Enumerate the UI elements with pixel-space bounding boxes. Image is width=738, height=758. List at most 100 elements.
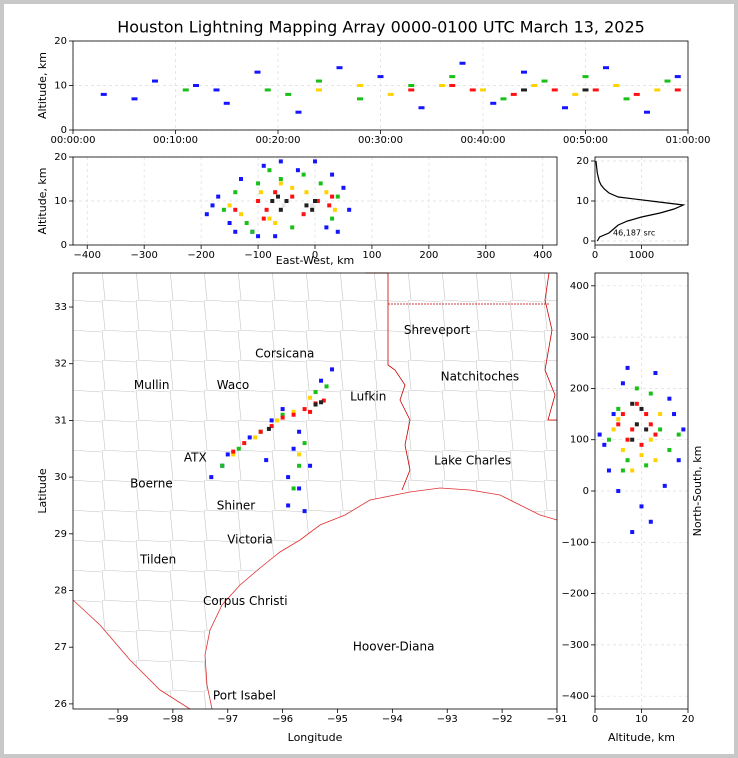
y-axis-label: Altitude, km	[36, 167, 49, 234]
x-tick-label: 100	[362, 250, 381, 261]
panel-border	[594, 272, 689, 710]
lightning-source	[648, 519, 653, 524]
lightning-source	[280, 415, 285, 420]
y-tick-label: 0	[583, 236, 589, 247]
lightning-source	[639, 453, 644, 458]
lightning-source	[676, 432, 681, 437]
lightning-source	[275, 194, 280, 199]
lightning-source	[357, 97, 363, 101]
lightning-source	[100, 92, 107, 96]
lightning-source	[648, 437, 653, 442]
y-tick-label: 0	[61, 240, 67, 251]
city-label: Port Isabel	[213, 688, 276, 702]
lightning-source	[286, 503, 291, 508]
y-axis-label: North-South, km	[691, 446, 704, 537]
y-tick-label: 10	[54, 196, 67, 207]
lightning-source	[324, 190, 329, 195]
lightning-source	[648, 391, 653, 396]
lightning-source	[603, 66, 609, 70]
lightning-source	[256, 181, 261, 186]
lightning-source	[639, 442, 644, 447]
panel-border	[72, 156, 558, 246]
lightning-source	[324, 384, 329, 389]
lightning-source	[308, 409, 313, 414]
lightning-source	[270, 199, 275, 203]
lightning-source	[620, 447, 625, 452]
lightning-source	[318, 181, 323, 186]
x-tick-label: 10	[635, 714, 648, 725]
x-tick-label: −400	[74, 250, 101, 261]
lightning-source	[676, 458, 681, 463]
y-tick-label: 400	[570, 281, 589, 292]
lightning-source	[227, 221, 232, 225]
city-label: Corpus Christi	[203, 594, 288, 608]
lightning-source	[275, 418, 280, 423]
x-tick-label: −98	[162, 714, 183, 725]
y-tick-label: 0	[61, 125, 67, 136]
lightning-source	[273, 221, 278, 225]
lightning-source	[606, 437, 611, 442]
lightning-source	[357, 84, 363, 87]
lightning-source	[267, 216, 272, 221]
x-tick-label: 01:00:00	[666, 135, 711, 146]
lightning-source	[387, 92, 394, 96]
lightning-source	[295, 168, 300, 173]
panel: −99 −98 −97 −96 −95 −94 −93 −92 −91 26 27 28 29 30 31 3…	[36, 272, 568, 744]
lightning-source	[301, 212, 306, 217]
lightning-source	[658, 427, 663, 432]
lightning-source	[269, 418, 274, 423]
lightning-source	[256, 199, 261, 203]
lightning-source	[630, 468, 635, 473]
lightning-source	[633, 92, 640, 96]
lightning-source	[216, 194, 221, 199]
lightning-source	[449, 75, 456, 79]
lightning-source	[616, 406, 621, 411]
lightning-source	[182, 88, 189, 92]
lightning-source	[238, 212, 243, 217]
lightning-source	[231, 449, 236, 454]
lightning-source	[630, 427, 635, 432]
lightning-source	[551, 88, 558, 92]
lightning-source	[316, 79, 322, 83]
lightning-source	[639, 504, 644, 509]
lightning-source	[667, 447, 672, 452]
x-axis-label: Longitude	[288, 731, 343, 744]
lightning-source	[531, 84, 538, 87]
lightning-source	[335, 194, 340, 199]
lightning-source	[233, 207, 238, 212]
lightning-source	[313, 199, 317, 203]
lightning-source	[267, 168, 272, 173]
lightning-source	[572, 92, 579, 96]
city-label: Lufkin	[350, 390, 386, 404]
lightning-source	[602, 442, 607, 447]
city-label: Hoover-Diana	[353, 640, 435, 654]
lightning-source	[301, 172, 306, 177]
lightning-source	[330, 194, 335, 199]
lightning-source	[592, 88, 599, 92]
lightning-source	[302, 407, 307, 412]
lightning-source	[244, 221, 249, 225]
panel-border	[594, 156, 689, 246]
y-tick-label: 31	[54, 415, 67, 426]
lightning-source	[330, 367, 335, 372]
x-tick-label: 1000	[629, 250, 654, 261]
lightning-source	[623, 97, 630, 101]
lightning-source	[408, 88, 415, 92]
lightning-source	[327, 203, 332, 208]
lightning-source	[330, 216, 335, 221]
y-tick-label: 30	[54, 472, 67, 483]
lightning-source	[620, 381, 625, 386]
lightning-source	[253, 435, 258, 440]
x-tick-label: −97	[217, 714, 238, 725]
x-tick-label: 300	[476, 250, 495, 261]
y-tick-label: −100	[562, 537, 589, 548]
lightning-source	[297, 429, 302, 434]
lightning-source	[630, 401, 635, 406]
lightning-source	[152, 79, 158, 83]
lightning-source	[620, 468, 625, 473]
x-tick-label: 0	[592, 714, 598, 725]
city-label: Waco	[217, 378, 249, 392]
lightning-source	[316, 88, 322, 92]
y-tick-label: 29	[54, 529, 67, 540]
lightning-source	[204, 212, 209, 217]
